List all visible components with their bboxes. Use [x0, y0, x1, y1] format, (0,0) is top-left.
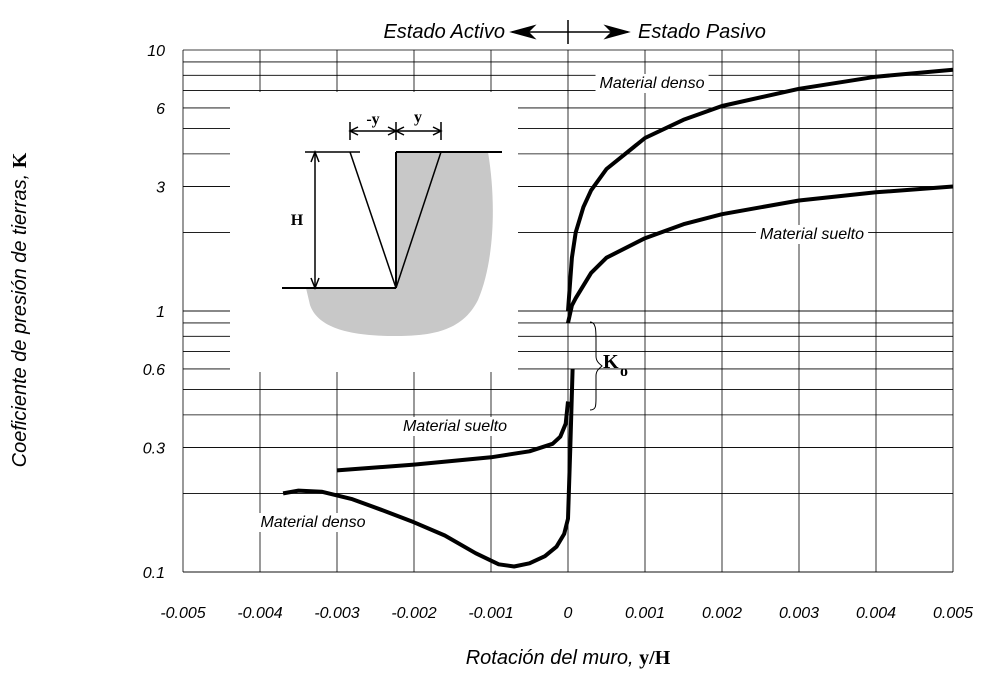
y-tick-label: 6: [156, 101, 165, 118]
ko-label: K: [603, 351, 619, 373]
series-label: Material denso: [261, 514, 366, 531]
ko-brace: [590, 322, 602, 410]
x-tick-label: -0.004: [237, 605, 282, 622]
y-tick-label: 1: [156, 304, 165, 321]
inset-diagram: -y y H: [230, 92, 518, 372]
x-tick-label: -0.001: [468, 605, 513, 622]
x-tick-label: 0.001: [625, 605, 665, 622]
y-tick-label: 0.6: [143, 362, 165, 379]
x-tick-label: 0.003: [779, 605, 819, 622]
y-tick-label: 10: [147, 43, 165, 60]
y-axis-title-symbol: K: [9, 152, 31, 168]
y-axis-title: Coeficiente de presión de tierras, K: [9, 152, 31, 467]
x-axis-title: Rotación del muro, y/H: [466, 647, 671, 669]
inset-label: -y: [366, 111, 379, 128]
series-label: Material denso: [600, 75, 705, 92]
top-label: Estado Activo: [383, 21, 505, 43]
x-tick-label: -0.002: [391, 605, 436, 622]
state-arrows: [512, 20, 628, 44]
x-tick-label: 0: [564, 605, 573, 622]
series-label: Material suelto: [403, 418, 507, 435]
chart: -y y H Material denso Material suelto Mate…: [0, 0, 981, 674]
x-axis-title-text: Rotación del muro,: [466, 647, 639, 669]
x-tick-label: 0.004: [856, 605, 896, 622]
y-axis-title-text: Coeficiente de presión de tierras,: [9, 168, 31, 467]
curve: [283, 369, 572, 567]
x-tick-label: -0.005: [160, 605, 205, 622]
ko-label: o: [620, 363, 628, 380]
inset-label: H: [291, 212, 304, 229]
x-axis-title-symbol: y/H: [639, 647, 671, 669]
x-tick-label: 0.002: [702, 605, 742, 622]
inset-label: y: [414, 109, 422, 126]
curve: [568, 187, 953, 323]
y-tick-label: 0.3: [143, 440, 165, 457]
y-tick-label: 0.1: [143, 565, 165, 582]
x-tick-label: -0.003: [314, 605, 359, 622]
series-label: Material suelto: [760, 226, 864, 243]
y-tick-label: 3: [156, 179, 165, 196]
x-tick-label: 0.005: [933, 605, 973, 622]
top-label: Estado Pasivo: [638, 21, 766, 43]
